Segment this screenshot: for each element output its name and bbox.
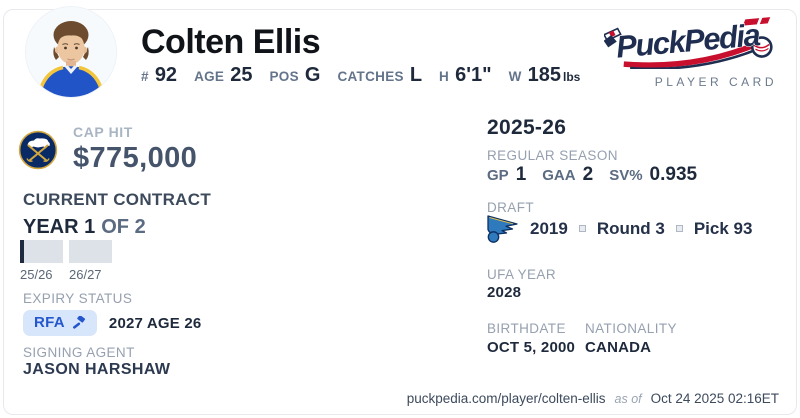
- vital-weight: W 185 lbs: [508, 64, 581, 86]
- ufa-year-label: UFA YEAR: [487, 267, 556, 282]
- player-card: Colten Ellis #92 AGE 25 POS G CATCHES L H 6'…: [3, 7, 797, 415]
- contract-progress-marker: [20, 240, 24, 263]
- as-of-label: as of: [614, 392, 642, 406]
- st-louis-blues-logo: [487, 215, 518, 243]
- birthdate-label: BIRTHDATE: [487, 321, 566, 336]
- signing-agent-label: SIGNING AGENT: [23, 345, 135, 360]
- expiry-status-row: RFA 2027 AGE 26: [23, 310, 201, 336]
- separator-icon: [675, 225, 683, 232]
- nationality-value: CANADA: [585, 339, 652, 356]
- cap-hit-block: CAP HIT $775,000: [18, 124, 197, 175]
- stat-gp: GP 1: [487, 164, 527, 185]
- birthdate-value: OCT 5, 2000: [487, 339, 576, 356]
- separator-icon: [578, 225, 586, 232]
- season-label: 26/27: [69, 267, 102, 282]
- season-label: 25/26: [20, 267, 53, 282]
- expiry-status-label: EXPIRY STATUS: [23, 291, 133, 306]
- gavel-icon: [72, 315, 85, 329]
- timestamp: Oct 24 2025 02:16ET: [650, 391, 779, 406]
- expiry-detail: 2027 AGE 26: [108, 314, 202, 332]
- vital-number: #92: [141, 64, 178, 86]
- footer: puckpedia.com/player/colten-ellis as of …: [407, 391, 779, 406]
- contract-season-labels: 25/26 26/27: [20, 267, 118, 282]
- contract-year-total: OF 2: [101, 216, 146, 238]
- puckpedia-logo-image: PuckPedia: [603, 17, 773, 71]
- player-name: Colten Ellis: [141, 23, 321, 61]
- cap-hit-value: $775,000: [73, 142, 198, 174]
- season-title: 2025-26: [487, 116, 567, 139]
- puckpedia-logo: PuckPedia PLAYER CARD: [603, 11, 782, 89]
- contract-year-line: YEAR 1 OF 2: [23, 216, 146, 239]
- cap-hit-label: CAP HIT: [73, 124, 133, 140]
- vital-height: H 6'1": [439, 64, 492, 86]
- current-contract-title: CURRENT CONTRACT: [23, 190, 212, 209]
- contract-year-current: YEAR 1: [23, 216, 96, 238]
- ufa-year-value: 2028: [487, 284, 522, 301]
- signing-agent-value: JASON HARSHAW: [23, 361, 171, 378]
- puckpedia-wordmark: PuckPedia: [615, 17, 762, 64]
- stat-svpct: SV% 0.935: [609, 164, 698, 185]
- draft-label: DRAFT: [487, 200, 534, 215]
- draft-year: 2019: [530, 218, 568, 238]
- player-card-subtitle: PLAYER CARD: [654, 75, 777, 89]
- draft-pick: Pick 93: [693, 218, 753, 238]
- contract-segment: [69, 240, 112, 263]
- regular-season-label: REGULAR SEASON: [487, 148, 618, 163]
- player-photo: [26, 7, 116, 97]
- contract-segment: [20, 240, 63, 263]
- draft-round: Round 3: [596, 218, 665, 238]
- stat-gaa: GAA 2: [542, 164, 594, 185]
- player-vitals: #92 AGE 25 POS G CATCHES L H 6'1" W 185 lbs: [141, 64, 580, 87]
- rfa-badge-text: RFA: [34, 314, 65, 331]
- rfa-badge: RFA: [23, 310, 97, 336]
- player-page-url[interactable]: puckpedia.com/player/colten-ellis: [406, 391, 606, 406]
- player-photo-image: [26, 7, 116, 97]
- buffalo-sabres-logo: [18, 130, 58, 169]
- regular-season-stats: GP 1 GAA 2 SV% 0.935: [487, 164, 697, 186]
- vital-catches: CATCHES L: [337, 64, 423, 86]
- nationality-label: NATIONALITY: [585, 321, 677, 336]
- draft-row: 2019 Round 3 Pick 93: [485, 213, 752, 244]
- vital-position: POS G: [269, 64, 321, 86]
- vital-age: AGE 25: [194, 64, 253, 86]
- contract-progress-bar: [20, 240, 112, 263]
